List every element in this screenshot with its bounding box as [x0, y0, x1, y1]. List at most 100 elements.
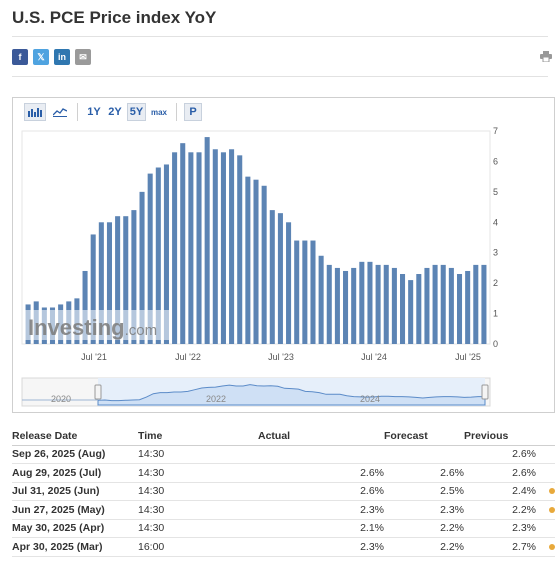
chart-bar[interactable]: [424, 267, 430, 344]
chart-bar[interactable]: [212, 149, 218, 344]
chart-bar[interactable]: [456, 274, 463, 344]
chart-container: 1Y 2Y 5Y max P Investing.com 0 1 2 3 4 5 6 7 Ju…: [12, 97, 555, 413]
chart-bar[interactable]: [180, 143, 186, 344]
bar-chart-icon: [28, 108, 42, 117]
forecast-cell: [384, 445, 464, 464]
chart-bar[interactable]: [147, 173, 153, 344]
twitter-share-button[interactable]: 𝕏: [33, 49, 49, 65]
p-button[interactable]: P: [184, 103, 202, 121]
chart-bar[interactable]: [115, 216, 121, 344]
watermark-backdrop: [23, 310, 171, 340]
printer-icon[interactable]: [540, 51, 552, 62]
y-tick-label: 2: [493, 278, 498, 288]
table-header-row: Release Date Time Actual Forecast Previo…: [12, 428, 555, 446]
chart-bar[interactable]: [269, 210, 275, 344]
chart-bar[interactable]: [123, 216, 129, 344]
range-2y-button[interactable]: 2Y: [108, 106, 122, 118]
chart-bar[interactable]: [90, 234, 96, 344]
chart-bar[interactable]: [172, 152, 178, 344]
chart-bar[interactable]: [155, 167, 161, 344]
chart-bar[interactable]: [237, 155, 243, 344]
chart-bar[interactable]: [440, 264, 446, 344]
chart-bar[interactable]: [261, 185, 267, 344]
y-tick-label: 3: [493, 248, 498, 258]
forecast-cell: 2.2%: [384, 537, 464, 557]
table-row: Jul 31, 2025 (Jun) 14:30 2.6% 2.5% 2.4%: [12, 482, 555, 501]
range-1y-button[interactable]: 1Y: [87, 106, 101, 118]
chart-bar[interactable]: [188, 152, 194, 344]
chart-bar[interactable]: [139, 191, 145, 344]
chart-bar[interactable]: [334, 267, 340, 344]
chart-bar[interactable]: [400, 274, 406, 344]
chart-bar[interactable]: [204, 137, 210, 344]
header-release-date: Release Date: [12, 428, 138, 446]
chart-bar[interactable]: [302, 240, 308, 344]
actual-cell: 2.1%: [258, 519, 384, 538]
chart-bar[interactable]: [481, 264, 487, 344]
header-previous: Previous: [464, 428, 536, 446]
revision-cell: [536, 537, 555, 557]
forecast-cell: 2.5%: [384, 482, 464, 501]
actual-cell: 2.6%: [258, 482, 384, 501]
range-max-button[interactable]: max: [150, 107, 167, 117]
chart-bar[interactable]: [318, 255, 324, 344]
chart-bar[interactable]: [277, 213, 283, 344]
chart-bar[interactable]: [196, 152, 202, 344]
chart-bar[interactable]: [253, 179, 259, 344]
chart-bar[interactable]: [375, 264, 381, 344]
navigator-handle[interactable]: [94, 384, 102, 400]
release-date-cell: Aug 29, 2025 (Jul): [12, 463, 138, 483]
chart-bar[interactable]: [98, 222, 104, 344]
forecast-cell: 2.3%: [384, 500, 464, 520]
chart-bar[interactable]: [245, 176, 251, 344]
chart-bar[interactable]: [163, 164, 169, 344]
chart-bar[interactable]: [343, 270, 349, 344]
linkedin-share-button[interactable]: in: [54, 49, 70, 65]
chart-bar[interactable]: [465, 270, 471, 344]
actual-cell: [258, 445, 384, 464]
chart-bar[interactable]: [408, 280, 414, 344]
facebook-share-button[interactable]: f: [12, 49, 28, 65]
revision-dot-icon: [549, 488, 555, 495]
line-chart-button[interactable]: [49, 103, 71, 121]
y-tick-label: 7: [493, 126, 498, 136]
range-navigator[interactable]: 2020 2022 2024: [21, 377, 491, 407]
navigator-handle[interactable]: [481, 384, 489, 400]
x-axis: Jul '21 Jul '22 Jul '23 Jul '24 Jul '25: [81, 352, 481, 362]
chart-bar[interactable]: [106, 222, 112, 344]
revision-cell: [536, 519, 555, 538]
chart-bar[interactable]: [82, 270, 88, 344]
header-forecast: Forecast: [384, 428, 464, 446]
revision-cell: [536, 482, 555, 501]
x-tick-label: Jul '25: [455, 352, 481, 362]
time-cell: 14:30: [138, 463, 258, 483]
previous-cell: 2.3%: [464, 519, 536, 538]
chart-bar[interactable]: [383, 264, 389, 344]
navigator-series: [97, 384, 486, 406]
y-tick-label: 0: [493, 339, 498, 349]
range-5y-button[interactable]: 5Y: [127, 103, 146, 121]
chart-bar[interactable]: [367, 261, 373, 344]
chart-bar[interactable]: [326, 264, 332, 344]
chart-bar[interactable]: [432, 264, 438, 344]
chart-bar[interactable]: [220, 152, 226, 344]
actual-cell: 2.6%: [258, 463, 384, 483]
chart-bars: [25, 137, 487, 344]
bar-chart-button[interactable]: [24, 103, 46, 121]
table-row: Apr 30, 2025 (Mar) 16:00 2.3% 2.2% 2.7%: [12, 537, 555, 557]
email-share-button[interactable]: ✉: [75, 49, 91, 65]
previous-cell: 2.7%: [464, 537, 536, 557]
chart-bar[interactable]: [448, 267, 454, 344]
chart-bar[interactable]: [294, 240, 300, 344]
chart-bar[interactable]: [416, 274, 422, 344]
chart-bar[interactable]: [286, 222, 292, 344]
chart-bar[interactable]: [359, 261, 365, 344]
chart-bar[interactable]: [351, 267, 357, 344]
chart-bar[interactable]: [131, 210, 137, 344]
chart-bar[interactable]: [229, 149, 235, 344]
actual-cell: 2.3%: [258, 500, 384, 520]
chart-bar[interactable]: [310, 240, 316, 344]
chart-bar[interactable]: [391, 267, 397, 344]
chart-bar[interactable]: [473, 264, 479, 344]
